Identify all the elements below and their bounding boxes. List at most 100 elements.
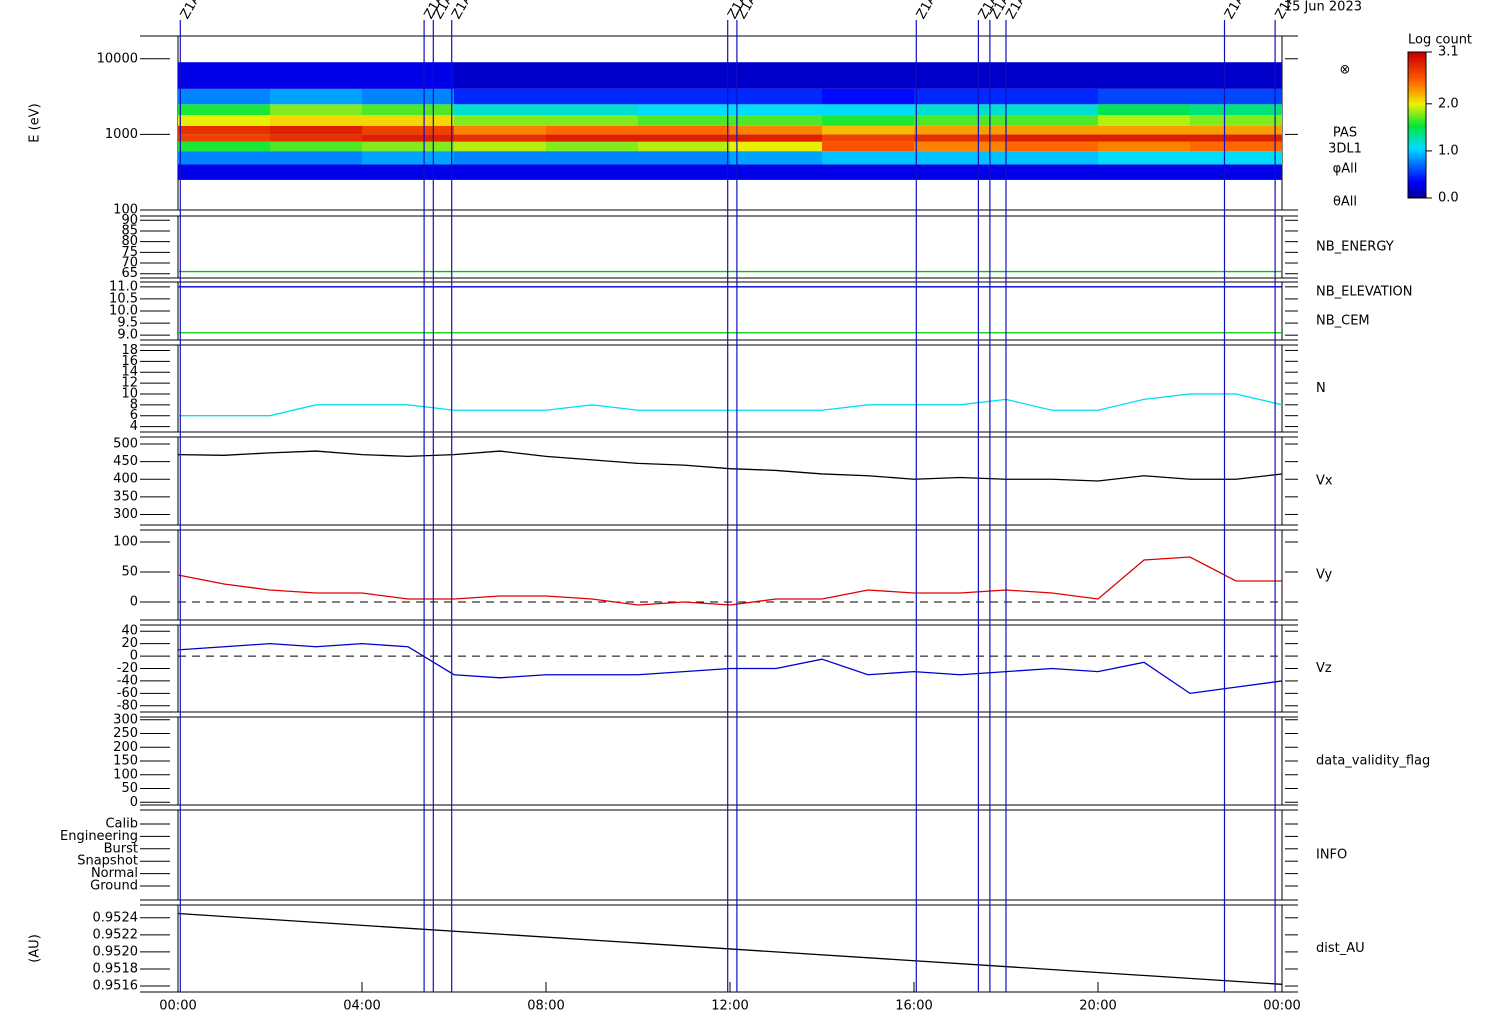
series-line (177, 642, 1283, 695)
spectrogram-cell (546, 125, 638, 135)
spectrogram-cell (1006, 115, 1098, 126)
spectrogram-cell (546, 151, 638, 165)
y-tick-label: Burst (104, 841, 138, 856)
event-label: Z1AS (914, 0, 944, 22)
colorbar-swatch (1408, 61, 1426, 65)
spectrogram-cell (822, 125, 914, 135)
event-label: Z1AS (178, 0, 208, 22)
spectrogram-cell (1098, 141, 1190, 152)
colorbar-swatch (1408, 93, 1426, 97)
y-tick-label: -60 (117, 686, 138, 701)
colorbar-swatch (1408, 78, 1426, 82)
colorbar-swatch (1408, 59, 1426, 63)
colorbar-swatch (1408, 73, 1426, 77)
y-tick-label: 14 (121, 365, 138, 380)
spectrogram-cell (1098, 115, 1190, 126)
legend-label: Vx (1316, 474, 1333, 489)
spectrogram-cell (1006, 164, 1098, 180)
legend-label: Vz (1316, 661, 1332, 676)
colorbar-swatch (1408, 117, 1426, 121)
colorbar-swatch (1408, 81, 1426, 85)
colorbar-swatch (1408, 69, 1426, 72)
colorbar-tick-label: 0.0 (1438, 191, 1459, 206)
spectrogram-cell (1190, 88, 1282, 105)
y-tick-label: 9.0 (117, 328, 138, 343)
spectrogram-cell (178, 141, 270, 152)
y-tick-label: 10.0 (109, 304, 138, 319)
spectrogram-cell (454, 88, 546, 105)
side-label: ⊗ (1340, 63, 1351, 78)
x-tick-label: 00:00 (1263, 999, 1300, 1014)
spectrogram-cell (454, 141, 546, 152)
colorbar-frame (1407, 51, 1427, 199)
colorbar-swatch (1408, 105, 1426, 109)
spectrogram-cell (454, 125, 546, 135)
y-tick-label: 100 (113, 767, 138, 782)
colorbar-swatch (1408, 159, 1426, 162)
colorbar-swatch (1408, 122, 1426, 126)
spectrogram-cell (1190, 164, 1282, 180)
spectrogram-cell (914, 62, 1006, 89)
colorbar-swatch (1408, 95, 1426, 99)
series-line (177, 912, 1283, 985)
spectrogram-cell (270, 134, 362, 142)
colorbar-swatch (1408, 163, 1426, 167)
y-tick-label: Ground (90, 879, 138, 894)
y-axis-label: (AU) (28, 934, 43, 963)
spectrogram-cell (270, 88, 362, 105)
colorbar-swatch (1408, 110, 1426, 114)
colorbar-swatch (1408, 107, 1426, 111)
legend-label: INFO (1316, 848, 1347, 863)
legend-label: N (1316, 381, 1326, 396)
colorbar-swatch (1408, 180, 1426, 184)
spectrogram-cell (454, 134, 546, 142)
colorbar-swatch (1408, 166, 1426, 170)
spectrogram-cell (362, 141, 454, 152)
y-tick-label: 350 (113, 489, 138, 504)
spectrogram-cell (1006, 125, 1098, 135)
spectrogram-cell (362, 62, 454, 89)
colorbar-swatch (1408, 149, 1426, 153)
side-label: 3DL1 (1328, 142, 1362, 157)
y-tick-label: 0.9518 (93, 961, 139, 976)
colorbar-swatch (1408, 71, 1426, 75)
spectrogram-cell (546, 115, 638, 126)
colorbar-swatch (1408, 83, 1426, 87)
spectrogram-cell (270, 141, 362, 152)
x-tick-label: 16:00 (895, 999, 932, 1014)
y-tick-label: 300 (113, 507, 138, 522)
spectrogram-cell (730, 115, 822, 126)
spectrogram-cell (270, 62, 362, 89)
spectrogram-cell (270, 164, 362, 180)
colorbar-swatch (1408, 64, 1426, 68)
colorbar-swatch (1408, 193, 1426, 197)
colorbar-swatch (1408, 98, 1426, 102)
spectrogram-cell (822, 104, 914, 116)
y-tick-label: 18 (121, 343, 138, 358)
spectrogram-cell (178, 88, 270, 105)
y-tick-label: 6 (130, 408, 138, 423)
spectrogram-cell (730, 151, 822, 165)
y-tick-label: Normal (91, 866, 138, 881)
y-tick-label: 450 (113, 454, 138, 469)
spectrogram-cell (362, 115, 454, 126)
spectrogram-cell (454, 151, 546, 165)
y-tick-label: 150 (113, 754, 138, 769)
spectrogram-cell (270, 151, 362, 165)
spectrogram-cell (178, 62, 270, 89)
series-line (177, 450, 1283, 482)
spectrogram-cell (914, 88, 1006, 105)
y-tick-label: 50 (121, 565, 138, 580)
y-axis-label: E (eV) (28, 103, 43, 142)
legend-label: data_validity_flag (1316, 754, 1430, 769)
spectrogram-cell (822, 141, 914, 152)
legend-label: NB_ENERGY (1316, 240, 1394, 255)
spectrogram-cell (1006, 141, 1098, 152)
y-tick-label: 10000 (97, 51, 138, 66)
y-tick-label: Engineering (60, 829, 138, 844)
spectrogram-cell (822, 134, 914, 142)
colorbar-swatch (1408, 56, 1426, 60)
side-label: φAll (1333, 162, 1358, 177)
spectrogram-cell (546, 164, 638, 180)
y-tick-label: 0.9516 (93, 979, 139, 994)
